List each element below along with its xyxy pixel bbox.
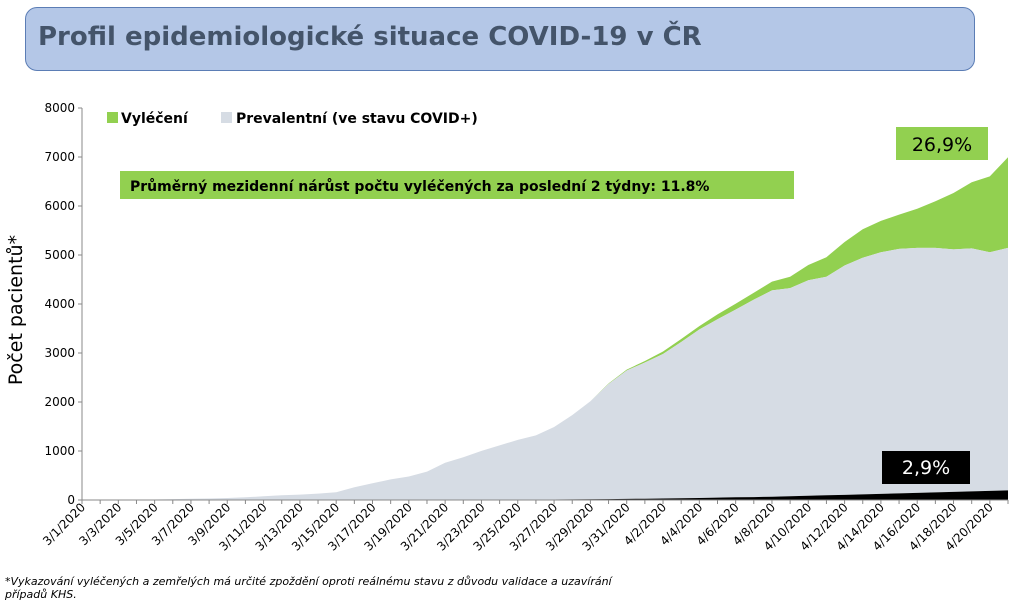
y-tick-label: 6000 <box>44 199 75 213</box>
page-title: Profil epidemiologické situace COVID-19 … <box>38 22 702 52</box>
footnote: *Vykazování vyléčených a zemřelých má ur… <box>5 575 612 601</box>
legend-swatch-prevalent <box>221 112 232 123</box>
growth-annotation-text: Průměrný mezidenní nárůst počtu vyléčený… <box>130 178 709 195</box>
deaths-share-box <box>882 451 970 484</box>
y-tick-label: 7000 <box>44 150 75 164</box>
legend-label-recovered: Vyléčení <box>121 111 189 127</box>
growth-annotation-box <box>120 171 794 199</box>
deaths-share-badge: 2,9% <box>882 451 970 484</box>
series-layer <box>82 157 1008 500</box>
growth-annotation: Průměrný mezidenní nárůst počtu vyléčený… <box>120 171 794 199</box>
y-tick-label: 8000 <box>44 101 75 115</box>
y-tick-label: 3000 <box>44 346 75 360</box>
y-axis-label: Počet pacientů* <box>5 235 27 385</box>
deaths-share-text: 2,9% <box>902 457 950 479</box>
legend: Vyléčení Prevalentní (ve stavu COVID+) <box>107 111 478 127</box>
x-axis-ticks: 3/1/20203/3/20203/5/20203/7/20203/9/2020… <box>40 500 1009 554</box>
recovered-share-box <box>896 127 988 160</box>
title-banner: Profil epidemiologické situace COVID-19 … <box>25 7 975 71</box>
legend-label-prevalent: Prevalentní (ve stavu COVID+) <box>236 111 478 127</box>
y-tick-label: 2000 <box>44 395 75 409</box>
y-tick-label: 0 <box>67 493 75 507</box>
y-tick-label: 1000 <box>44 444 75 458</box>
legend-swatch-recovered <box>107 112 118 123</box>
recovered-share-badge: 26,9% <box>896 127 988 160</box>
series-area-deaths <box>82 490 1008 500</box>
y-tick-label: 5000 <box>44 248 75 262</box>
recovered-share-text: 26,9% <box>912 134 972 156</box>
y-axis-ticks: 0 1000 2000 3000 4000 5000 6000 7000 8000 <box>44 101 82 507</box>
y-tick-label: 4000 <box>44 297 75 311</box>
series-area-prevalent <box>82 247 1008 500</box>
